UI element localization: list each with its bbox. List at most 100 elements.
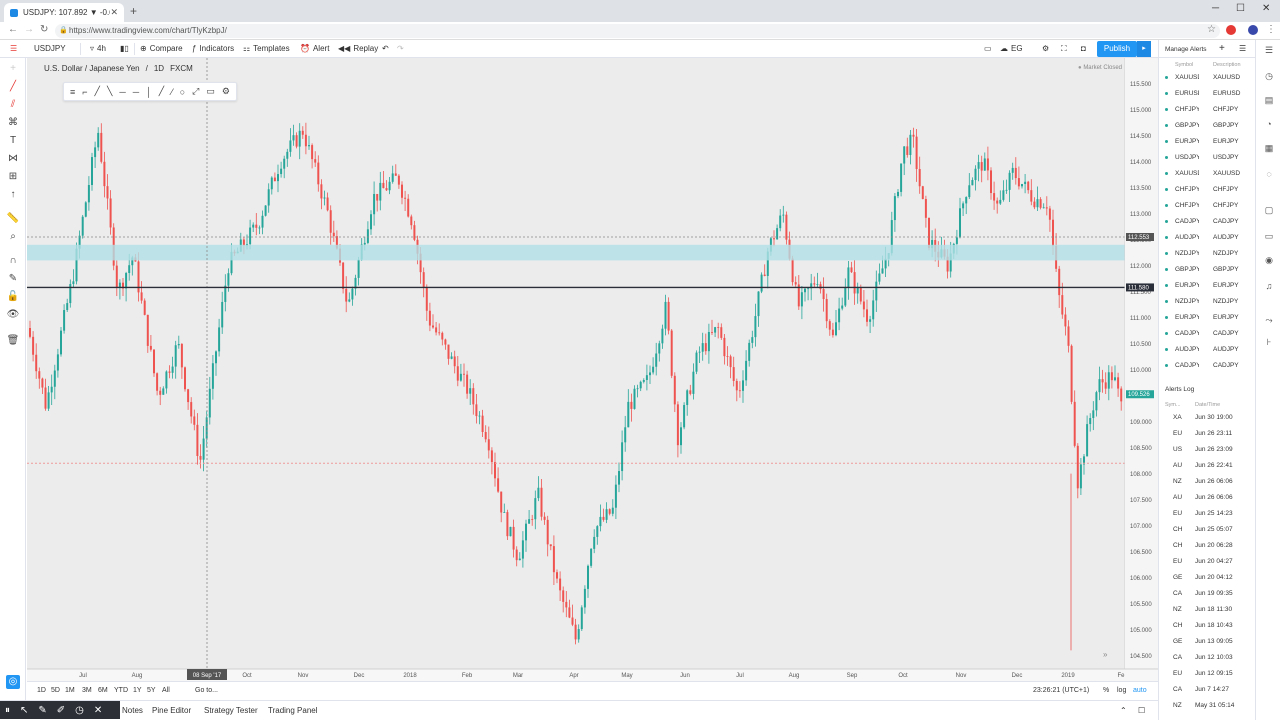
draw-tool-2-icon[interactable]: ╱ [94,86,100,96]
trend-line-icon[interactable]: ╱ [9,81,17,92]
range-1m[interactable]: 1M [65,687,75,694]
snapshot-camera-icon[interactable]: ◘ [1081,44,1086,53]
alerts-col-symbol[interactable]: Symbol [1175,62,1194,68]
close-recorder-icon[interactable]: ✕ [93,704,103,716]
draw-tool-4-icon[interactable]: ─ [119,86,126,97]
alert-row[interactable]: USDJPY USDJPY [1159,150,1256,166]
log-row[interactable]: CA Jun 7 14:27 [1159,682,1256,698]
tab-strategy-tester[interactable]: Strategy Tester [204,706,258,715]
alert-row[interactable]: NZDJPY NZDJPY [1159,246,1256,262]
menu-icon[interactable]: ☰ [10,44,18,53]
log-row[interactable]: GE Jun 20 04:12 [1159,570,1256,586]
log-row[interactable]: CA Jun 19 09:35 [1159,586,1256,602]
minimize-icon[interactable]: ─ [1212,3,1220,14]
range-6m[interactable]: 6M [98,687,108,694]
tab-pine-editor[interactable]: Pine Editor [152,706,192,715]
price-chart[interactable]: 115.500 115.000 114.500 114.000 113.500 113.0… [27,58,1158,681]
percent-scale-button[interactable]: % [1103,687,1110,694]
tab-close-icon[interactable]: ✕ [110,7,118,17]
alert-row[interactable]: CHFJPY CHFJPY [1159,182,1256,198]
alert-row[interactable]: CADJPY CADJPY [1159,214,1256,230]
alerts-menu-icon[interactable]: ☰ [1239,44,1247,53]
alert-row[interactable]: EURJPY EURJPY [1159,134,1256,150]
alert-row[interactable]: EURJPY EURJPY [1159,278,1256,294]
templates-button[interactable]: ⚏ Templates [243,44,290,53]
replay-button[interactable]: ◀◀ Replay [338,44,378,53]
log-row[interactable]: GE Jun 13 09:05 [1159,634,1256,650]
log-row[interactable]: NZ Jun 26 06:06 [1159,474,1256,490]
draw-tool-6-icon[interactable]: │ [146,86,152,97]
log-col-datetime[interactable]: Date/Time [1195,402,1221,408]
range-1y[interactable]: 1Y [133,687,142,694]
hide-drawings-icon[interactable]: 👁 [6,309,20,320]
notifications-bell-icon[interactable]: ♫ [1265,281,1273,291]
log-row[interactable]: CH Jun 18 10:43 [1159,618,1256,634]
alert-row[interactable]: EURUSD EURUSD [1159,86,1256,102]
hotlist-icon[interactable]: ◔ [1266,119,1272,129]
stay-in-drawing-mode-icon[interactable]: ✎ [8,273,18,284]
tradingview-logo-icon[interactable]: ◎ [6,675,20,689]
ideas-bulb-icon[interactable]: ◌ [1266,169,1272,179]
auto-scale-button[interactable]: auto [1133,687,1147,694]
draw-tool-1-icon[interactable]: ⌐ [82,86,88,97]
forward-icon[interactable]: → [24,24,34,35]
alert-row[interactable]: CADJPY CADJPY [1159,358,1256,374]
alert-row[interactable]: CHFJPY CHFJPY [1159,198,1256,214]
symbol-search-button[interactable]: USDJPY [34,44,66,53]
alerts-clock-icon[interactable]: ◷ [1265,71,1273,81]
brush-icon[interactable]: ⌘ [8,117,18,128]
alert-row[interactable]: GBPJPY GBPJPY [1159,118,1256,134]
log-row[interactable]: EU Jun 25 14:23 [1159,506,1256,522]
goto-button[interactable]: Go to... [195,687,218,694]
scroll-to-realtime-icon[interactable]: » [1103,650,1108,659]
alert-row[interactable]: XAUUSD XAUUSD [1159,166,1256,182]
trash-icon[interactable]: 🗑 [6,335,20,346]
publish-button[interactable]: Publish [1097,41,1137,57]
alert-row[interactable]: CHFJPY CHFJPY [1159,102,1256,118]
lock-drawings-icon[interactable]: 🔓 [6,291,20,302]
alert-row[interactable]: EURJPY EURJPY [1159,310,1256,326]
alert-row[interactable]: AUDJPY AUDJPY [1159,342,1256,358]
indicators-button[interactable]: ƒ Indicators [192,44,234,53]
log-row[interactable]: EU Jun 26 23:11 [1159,426,1256,442]
timer-icon[interactable]: ◷ [75,704,84,716]
collapse-panel-icon[interactable]: ⌃ [1120,706,1127,715]
pen-tool-icon[interactable]: ✎ [38,704,47,716]
pointer-tool-icon[interactable]: ↖ [20,704,29,716]
alert-row[interactable]: CADJPY CADJPY [1159,326,1256,342]
log-row[interactable]: CH Jun 20 06:28 [1159,538,1256,554]
data-window-icon[interactable]: ▤ [1264,95,1274,105]
draw-tool-8-icon[interactable]: ⁄ [171,86,173,97]
compare-button[interactable]: ⊕ Compare [140,44,183,53]
zoom-icon[interactable]: ⌕ [10,231,16,242]
maximize-icon[interactable]: ☐ [1236,3,1245,14]
pitchfork-icon[interactable]: ⫽ [10,99,16,110]
long-position-icon[interactable]: ↑ [10,189,16,200]
add-alert-icon[interactable]: + [1219,43,1225,54]
layout-select-icon[interactable]: ▭ [984,44,992,53]
draw-tool-0-icon[interactable]: ≡ [70,86,76,97]
log-col-symbol[interactable]: Sym... [1165,402,1181,408]
tab-trading-panel[interactable]: Trading Panel [268,706,318,715]
undo-icon[interactable]: ↶ [382,44,389,53]
pattern-icon[interactable]: ⋈ [8,153,18,164]
calendar-icon[interactable]: ▦ [1264,143,1274,153]
log-row[interactable]: US Jun 26 23:09 [1159,442,1256,458]
log-row[interactable]: EU Jun 12 09:15 [1159,666,1256,682]
browser-menu-icon[interactable]: ⋮ [1266,24,1276,35]
order-panel-icon[interactable]: ⤳ [1265,315,1273,325]
dom-icon[interactable]: ⊦ [1266,337,1272,347]
draw-tool-7-icon[interactable]: ╱ [158,86,165,96]
signals-icon[interactable]: ◉ [1265,255,1273,265]
reload-icon[interactable]: ↻ [40,24,49,35]
range-5d[interactable]: 5D [51,687,60,694]
tab-notes[interactable]: Notes [122,706,143,715]
log-row[interactable]: CH Jun 25 05:07 [1159,522,1256,538]
log-row[interactable]: AU Jun 26 06:06 [1159,490,1256,506]
profile-avatar[interactable] [1248,25,1258,35]
range-all[interactable]: All [162,687,170,694]
draw-tool-12-icon[interactable]: ⚙ [221,86,230,96]
close-window-icon[interactable]: ✕ [1262,3,1271,14]
text-tool-icon[interactable]: T [9,135,17,146]
bookmark-star-icon[interactable]: ☆ [1207,24,1216,35]
